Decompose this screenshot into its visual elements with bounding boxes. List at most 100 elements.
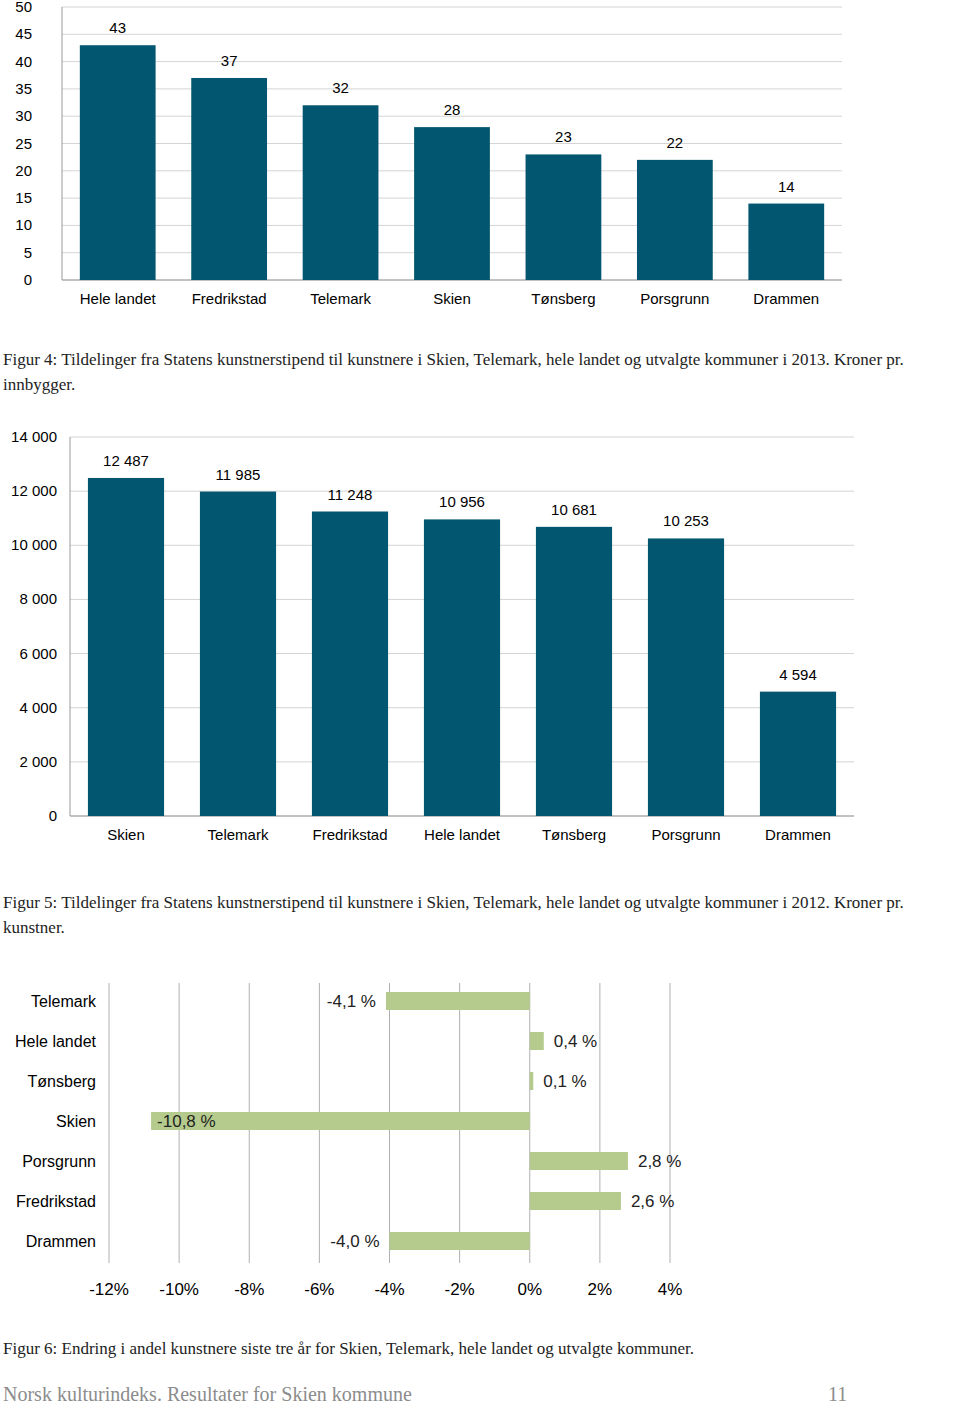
grid-line <box>109 983 110 1263</box>
data-label: 32 <box>332 79 349 96</box>
tick-label: 35 <box>15 80 32 97</box>
grid-line <box>62 88 842 89</box>
category-label: Porsgrunn <box>640 290 709 307</box>
bar <box>88 478 164 816</box>
bar <box>414 127 490 280</box>
data-label: 0,1 % <box>543 1072 586 1091</box>
tick-label: 30 <box>15 107 32 124</box>
bar <box>760 692 836 816</box>
caption: Figur 6: Endring i andel kunstnere siste… <box>3 1336 957 1361</box>
tick-label: -6% <box>304 1280 334 1299</box>
data-label: -4,0 % <box>330 1232 379 1251</box>
grid-line <box>599 983 600 1263</box>
tick-label: 45 <box>15 25 32 42</box>
tick-label: 8 000 <box>19 590 57 607</box>
bar <box>312 512 388 816</box>
category-label: Hele landet <box>424 826 501 843</box>
tick-label: 15 <box>15 189 32 206</box>
page: {"chart_data": [ {"type": "bar", "title"… <box>0 0 960 1404</box>
category-label: Drammen <box>26 1233 96 1250</box>
tick-label: 2 000 <box>19 753 57 770</box>
category-label: Drammen <box>765 826 831 843</box>
chart-0: 0510152025303540455043Hele landet37Fredr… <box>15 0 842 307</box>
chart-1: 02 0004 0006 0008 00010 00012 00014 0001… <box>11 428 854 843</box>
bar <box>530 1152 628 1170</box>
y-axis <box>62 7 63 280</box>
bar <box>424 519 500 816</box>
category-label: Hele landet <box>15 1033 97 1050</box>
bar <box>530 1072 534 1090</box>
data-label: -4,1 % <box>327 992 376 1011</box>
tick-label: 5 <box>24 244 32 261</box>
category-label: Telemark <box>310 290 371 307</box>
category-label: Hele landet <box>80 290 157 307</box>
data-label: 2,8 % <box>638 1152 681 1171</box>
tick-label: 40 <box>15 53 32 70</box>
tick-label: 10 <box>15 216 32 233</box>
tick-label: 2% <box>588 1280 613 1299</box>
bar <box>80 45 156 280</box>
tick-label: -12% <box>89 1280 129 1299</box>
bar <box>386 992 530 1010</box>
grid-line <box>670 983 671 1263</box>
data-label: 37 <box>221 52 238 69</box>
bars <box>151 992 628 1250</box>
tick-label: 4% <box>658 1280 683 1299</box>
category-label: Skien <box>433 290 471 307</box>
tick-label: -4% <box>374 1280 404 1299</box>
grid-line <box>62 34 842 35</box>
bar <box>637 160 713 280</box>
data-label: 0,4 % <box>554 1032 597 1051</box>
category-label: Fredrikstad <box>16 1193 96 1210</box>
bar <box>648 538 724 816</box>
tick-label: 10 000 <box>11 536 57 553</box>
data-label: 10 681 <box>551 501 597 518</box>
category-label: Porsgrunn <box>651 826 720 843</box>
bar <box>303 105 379 280</box>
tick-label: 14 000 <box>11 428 57 445</box>
bars <box>80 45 824 280</box>
data-label: 12 487 <box>103 452 149 469</box>
data-label: -10,8 % <box>157 1112 216 1131</box>
footer-text: Norsk kulturindeks. Resultater for Skien… <box>3 1383 412 1404</box>
caption: Figur 5: Tildelinger fra Statens kunstne… <box>3 890 957 940</box>
tick-label: 0 <box>49 807 57 824</box>
bar <box>530 1192 621 1210</box>
bars <box>88 478 836 816</box>
tick-label: -10% <box>159 1280 199 1299</box>
category-label: Fredrikstad <box>192 290 267 307</box>
data-label: 14 <box>778 178 795 195</box>
category-label: Skien <box>56 1113 96 1130</box>
bar <box>530 1032 544 1050</box>
bar <box>151 1112 530 1130</box>
bar <box>526 154 602 280</box>
data-label: 4 594 <box>779 666 817 683</box>
bar <box>536 527 612 816</box>
charts: 0510152025303540455043Hele landet37Fredr… <box>0 0 960 1404</box>
y-axis <box>70 437 71 816</box>
category-label: Telemark <box>208 826 269 843</box>
category-label: Tønsberg <box>531 290 595 307</box>
grid-line <box>62 7 842 8</box>
data-label: 43 <box>109 19 126 36</box>
tick-label: 0 <box>24 271 32 288</box>
data-label: 11 985 <box>216 466 261 483</box>
tick-label: 50 <box>15 0 32 15</box>
chart-2: -12%-10%-8%-6%-4%-2%0%2%4%Telemark-4,1 %… <box>15 983 682 1299</box>
tick-label: -8% <box>234 1280 264 1299</box>
tick-label: 6 000 <box>19 645 57 662</box>
category-label: Tønsberg <box>28 1073 96 1090</box>
category-label: Tønsberg <box>542 826 606 843</box>
bar <box>191 78 267 280</box>
grid-line <box>70 491 854 492</box>
data-label: 10 956 <box>439 493 485 510</box>
data-label: 2,6 % <box>631 1192 674 1211</box>
grid-line <box>62 61 842 62</box>
bar <box>390 1232 530 1250</box>
page-number: 11 <box>828 1383 847 1404</box>
category-label: Telemark <box>31 993 97 1010</box>
tick-label: 12 000 <box>11 482 57 499</box>
category-label: Fredrikstad <box>312 826 387 843</box>
data-label: 28 <box>444 101 461 118</box>
bar <box>200 492 276 816</box>
